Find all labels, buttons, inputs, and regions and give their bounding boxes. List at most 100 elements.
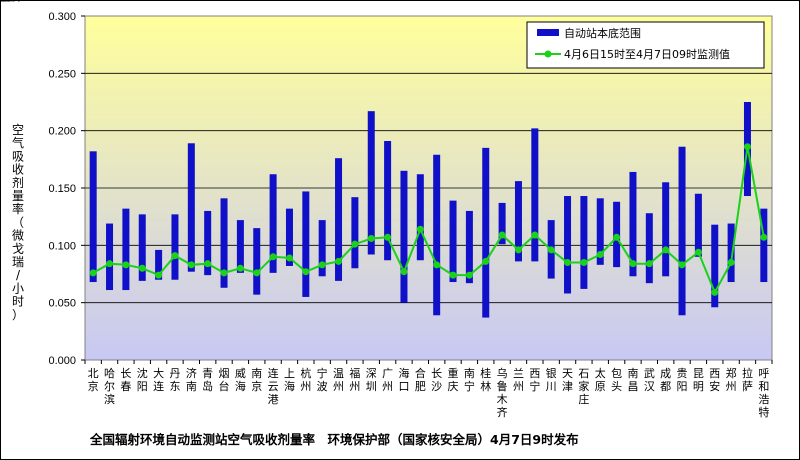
current-point	[678, 261, 686, 269]
range-bar	[678, 146, 686, 316]
y-tick-label: 0.200	[48, 126, 76, 138]
current-point	[613, 233, 621, 241]
range-bar	[694, 193, 702, 257]
legend-current-label: 4月6日15时至4月7日09时监测值	[564, 48, 730, 61]
current-point	[596, 251, 604, 259]
y-tick-label: 0.300	[48, 11, 76, 23]
range-bar	[269, 174, 277, 273]
current-point	[465, 271, 473, 279]
y-tick-label: 0.100	[48, 240, 76, 252]
current-point	[302, 268, 310, 276]
current-series	[89, 143, 768, 296]
range-bar	[449, 200, 457, 283]
current-point	[89, 269, 97, 277]
range-bar	[760, 208, 768, 283]
range-bar	[662, 182, 670, 277]
current-point	[629, 260, 637, 268]
current-point	[106, 260, 114, 268]
current-point	[433, 261, 441, 269]
current-point	[236, 264, 244, 272]
current-point	[351, 240, 359, 248]
legend-box	[526, 21, 765, 69]
current-point	[220, 269, 228, 277]
current-point	[138, 264, 146, 272]
current-point	[416, 225, 424, 233]
range-bar	[187, 143, 195, 272]
legend-range-swatch	[537, 29, 559, 36]
y-tick-label: 0.250	[48, 68, 76, 80]
y-axis-ticks: 0.000 0.050 0.100 0.150 0.200 0.250 0.300	[48, 11, 85, 367]
range-bar	[253, 228, 261, 295]
y-axis-label: 空气吸收剂量率（微戈瑞/小时）	[12, 123, 24, 322]
range-bar	[416, 174, 424, 261]
range-bar	[384, 140, 392, 261]
legend-current-marker	[544, 50, 552, 58]
current-point	[482, 257, 490, 265]
range-bar	[596, 198, 604, 265]
current-point	[727, 259, 735, 267]
y-tick-label: 0.000	[48, 355, 76, 367]
range-bar	[400, 170, 408, 303]
range-bar	[465, 210, 473, 284]
current-point	[155, 271, 163, 279]
current-point	[514, 246, 522, 254]
range-bar	[285, 208, 293, 266]
current-point	[449, 271, 457, 279]
y-tick-label: 0.150	[48, 183, 76, 195]
current-point	[662, 246, 670, 254]
range-bar	[236, 220, 244, 273]
current-point	[564, 259, 572, 267]
range-bar	[155, 249, 163, 280]
range-bars	[89, 102, 768, 318]
range-bar	[220, 198, 228, 288]
current-point	[384, 233, 392, 241]
chart-caption: 全国辐射环境自动监测站空气吸收剂量率 环境保护部（国家核安全局）4月7日9时发布	[89, 432, 579, 447]
legend: 自动站本底范围 4月6日15时至4月7日09时监测值	[526, 21, 765, 69]
range-bar	[531, 128, 539, 262]
range-bar	[351, 197, 359, 269]
range-bar	[204, 210, 212, 276]
current-point	[580, 259, 588, 267]
current-point	[711, 288, 719, 296]
current-point	[743, 143, 751, 151]
current-point	[531, 231, 539, 239]
range-bar	[433, 154, 441, 316]
range-bar	[138, 214, 146, 281]
range-bar	[727, 223, 735, 283]
current-point	[760, 233, 768, 241]
grid-lines	[85, 72, 772, 304]
current-point	[400, 268, 408, 276]
range-bar	[367, 111, 375, 255]
y-tick-label: 0.050	[48, 298, 76, 310]
range-bar	[171, 214, 179, 280]
legend-range-label: 自动站本底范围	[564, 26, 641, 40]
current-point	[187, 261, 195, 269]
range-bar	[580, 196, 588, 289]
current-point	[253, 269, 261, 277]
range-bar	[514, 181, 522, 262]
range-bar	[498, 202, 506, 245]
current-point	[122, 261, 130, 269]
current-point	[285, 254, 293, 262]
range-bar	[122, 208, 130, 291]
range-bar	[564, 196, 572, 294]
range-bar	[482, 147, 490, 318]
current-point	[335, 257, 343, 265]
current-point	[269, 253, 277, 261]
current-point	[547, 246, 555, 254]
current-point	[318, 261, 326, 269]
current-point	[171, 252, 179, 260]
range-bar	[711, 224, 719, 308]
current-point	[367, 234, 375, 242]
current-point	[498, 231, 506, 239]
range-bar	[318, 220, 326, 277]
range-bar	[629, 171, 637, 277]
range-bar	[89, 151, 97, 283]
range-bar	[302, 191, 310, 297]
current-point	[204, 260, 212, 268]
range-bar	[106, 223, 114, 291]
current-point	[645, 260, 653, 268]
current-point	[694, 248, 702, 256]
range-bar	[645, 213, 653, 284]
